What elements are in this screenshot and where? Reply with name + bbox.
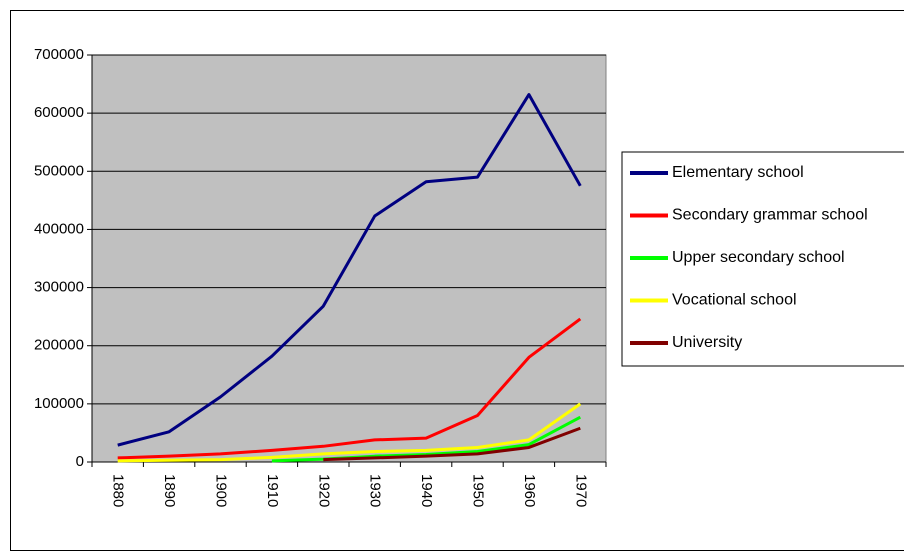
y-tick-label: 400000 [34,220,84,237]
x-tick-label: 1940 [418,474,435,507]
legend-label: University [672,334,742,351]
legend-label: Elementary school [672,164,804,181]
x-tick-label: 1930 [367,474,384,507]
x-tick-label: 1910 [264,474,281,507]
legend-label: Vocational school [672,292,797,309]
series-line [117,402,582,463]
legend-label: Upper secondary school [672,249,845,266]
x-tick-label: 1950 [470,474,487,507]
series-line [323,426,581,462]
y-tick-label: 200000 [34,337,84,354]
legend-label: Secondary grammar school [672,207,868,224]
x-tick-label: 1890 [161,474,178,507]
y-tick-label: 100000 [34,395,84,412]
x-tick-label: 1970 [572,474,589,507]
y-tick-label: 600000 [34,104,84,121]
x-tick-label: 1920 [315,474,332,507]
y-tick-label: 0 [76,453,84,470]
y-tick-label: 300000 [34,279,84,296]
series-line [117,93,582,447]
x-tick-label: 1880 [110,474,127,507]
legend-box [621,151,904,367]
x-tick-label: 1960 [521,474,538,507]
x-tick-label: 1900 [213,474,230,507]
y-tick-label: 700000 [34,46,84,63]
series-line [117,317,582,460]
y-tick-label: 500000 [34,162,84,179]
